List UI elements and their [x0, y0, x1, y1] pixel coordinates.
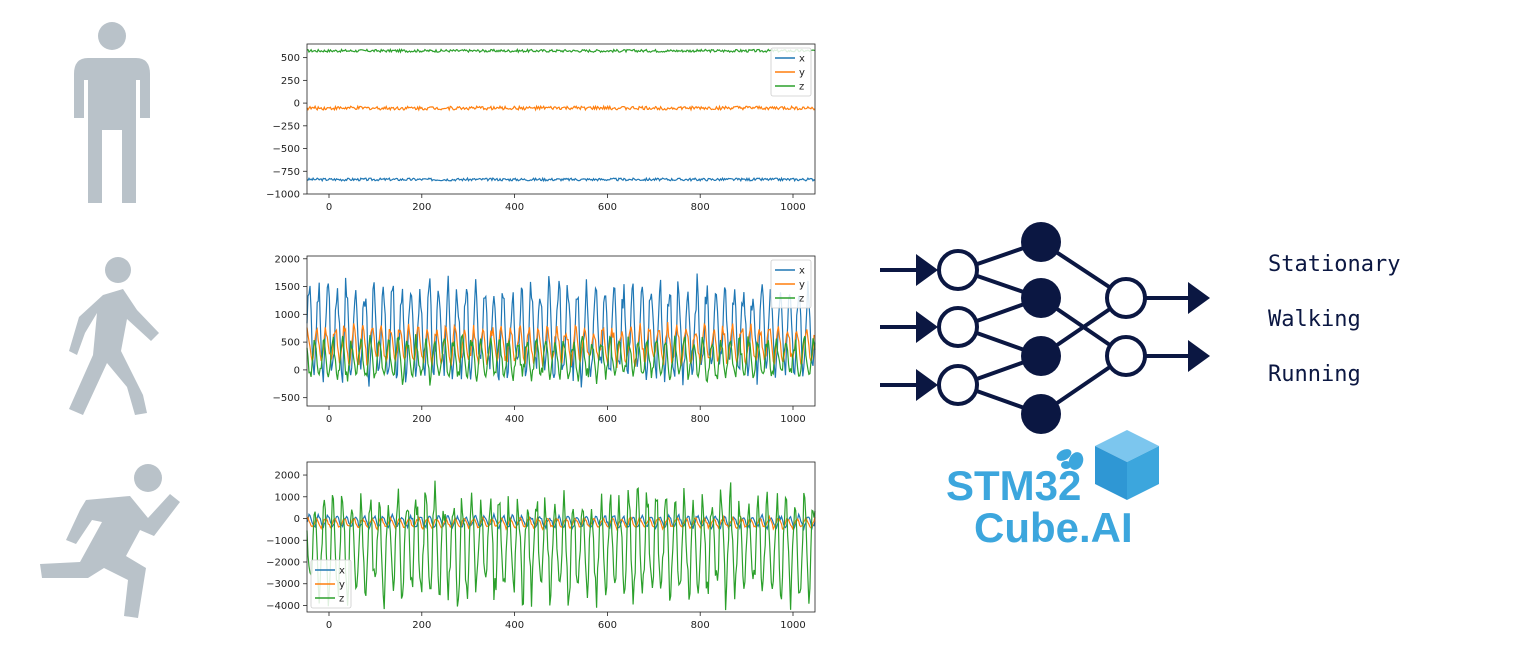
- x-tick-label: 800: [691, 202, 710, 213]
- x-tick-label: 400: [505, 202, 524, 213]
- x-tick-label: 200: [412, 202, 431, 213]
- x-tick-label: 0: [326, 620, 332, 631]
- legend-label-z: z: [799, 294, 804, 305]
- x-tick-label: 600: [598, 620, 617, 631]
- x-tick-label: 0: [326, 414, 332, 425]
- series-x-line: [306, 176, 816, 183]
- x-tick-label: 600: [598, 414, 617, 425]
- y-tick-label: −500: [273, 144, 300, 155]
- x-tick-label: 1000: [780, 202, 805, 213]
- legend: xyz: [310, 559, 352, 609]
- x-tick-label: 1000: [780, 414, 805, 425]
- y-tick-label: −1000: [266, 190, 300, 201]
- y-tick-label: 1000: [275, 492, 300, 503]
- legend-label-z: z: [339, 594, 344, 605]
- legend-label-x: x: [799, 54, 805, 65]
- y-tick-label: 2000: [275, 471, 300, 482]
- legend: xyz: [770, 47, 812, 97]
- y-tick-label: −2000: [266, 558, 300, 569]
- legend-label-y: y: [799, 280, 805, 291]
- y-tick-label: 500: [281, 53, 300, 64]
- butterfly-icon: [1056, 449, 1084, 470]
- y-tick-label: 0: [294, 99, 300, 110]
- y-tick-label: 1500: [275, 282, 300, 293]
- stm32-cube-ai-logo: STM32 Cube.AI: [946, 430, 1159, 551]
- plot-frame: [306, 255, 816, 407]
- activity-labels: Stationary Walking Running: [1268, 250, 1400, 415]
- y-tick-label: 0: [294, 365, 300, 376]
- y-tick-label: 0: [294, 514, 300, 525]
- y-tick-label: −3000: [266, 579, 300, 590]
- x-tick-label: 600: [598, 202, 617, 213]
- x-tick-label: 400: [505, 620, 524, 631]
- plot-frame: [306, 43, 816, 195]
- series-z-line: [306, 47, 816, 54]
- legend-label-y: y: [339, 580, 345, 591]
- x-tick-label: 200: [412, 620, 431, 631]
- legend: xyz: [770, 259, 812, 309]
- legend-label-y: y: [799, 68, 805, 79]
- series-z-line: [306, 333, 816, 386]
- label-stationary: Stationary: [1268, 252, 1401, 277]
- y-tick-label: −750: [273, 167, 300, 178]
- cube-icon: [1095, 430, 1159, 500]
- x-tick-label: 400: [505, 414, 524, 425]
- plot-frame: [306, 461, 816, 613]
- running-accel-chart: 0 200 400 600 800 1000 −4000 −3000 −2000 −1000 0 10…: [265, 458, 825, 633]
- label-walking: Walking: [1268, 307, 1361, 332]
- y-tick-label: −4000: [266, 601, 300, 612]
- series-y-line: [306, 104, 816, 112]
- standing-person-icon: [74, 22, 150, 203]
- x-tick-label: 0: [326, 202, 332, 213]
- x-tick-label: 1000: [780, 620, 805, 631]
- x-tick-label: 200: [412, 414, 431, 425]
- x-tick-label: 800: [691, 620, 710, 631]
- walking-accel-chart: 0 200 400 600 800 1000 −500 0 500 1000 1500 2000 x y z: [265, 252, 825, 427]
- legend-label-z: z: [799, 82, 804, 93]
- series-x-line: [306, 273, 816, 388]
- y-tick-label: 1000: [275, 310, 300, 321]
- y-tick-label: 2000: [275, 254, 300, 265]
- series-x-line: [306, 511, 816, 532]
- logo-line2: Cube.AI: [974, 504, 1133, 551]
- y-tick-label: −250: [273, 121, 300, 132]
- y-tick-label: −1000: [266, 536, 300, 547]
- x-tick-label: 800: [691, 414, 710, 425]
- legend-label-x: x: [799, 266, 805, 277]
- y-tick-label: 500: [281, 338, 300, 349]
- series-y-line: [306, 514, 816, 532]
- y-tick-label: −500: [273, 393, 300, 404]
- series-z-line: [306, 480, 816, 611]
- legend-label-x: x: [339, 566, 345, 577]
- logo-line1: STM32: [946, 462, 1081, 509]
- stationary-accel-chart: 0 200 400 600 800 1000 −1000 −750 −500 −250 0 250 50…: [265, 40, 825, 215]
- label-running: Running: [1268, 362, 1361, 387]
- neural-network-icon: [880, 222, 1210, 434]
- y-tick-label: 250: [281, 76, 300, 87]
- running-person-icon: [40, 464, 180, 618]
- walking-person-icon: [69, 257, 159, 415]
